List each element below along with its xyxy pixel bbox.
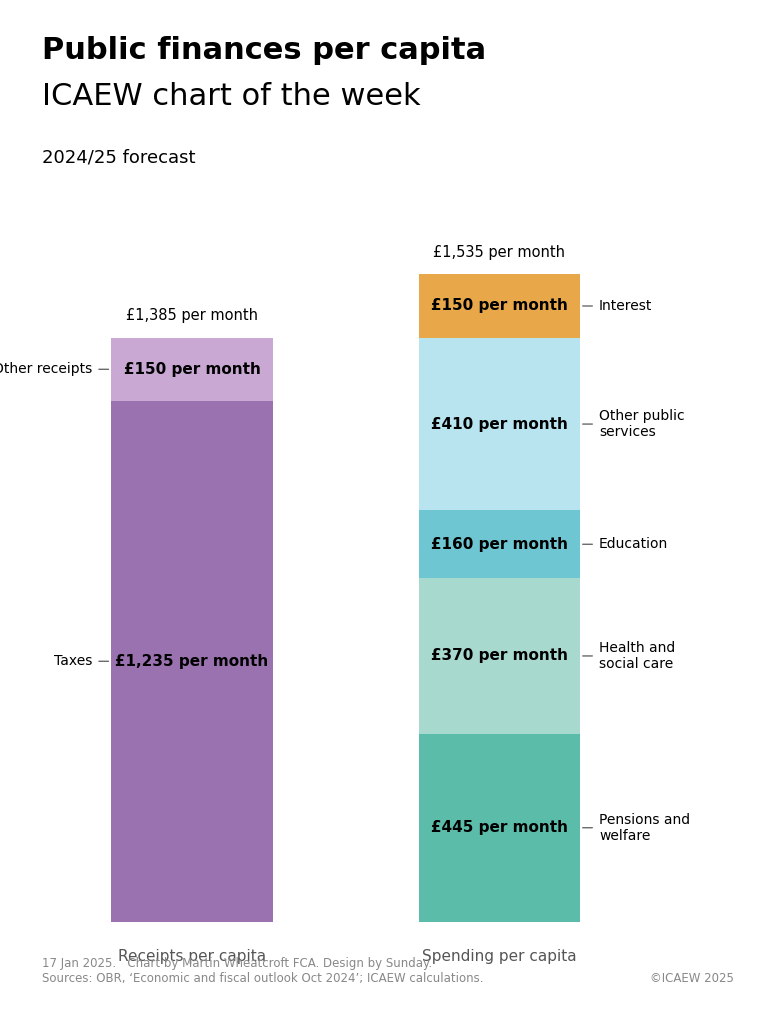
Bar xyxy=(419,511,580,578)
Text: Health and
social care: Health and social care xyxy=(599,641,675,671)
Bar xyxy=(419,274,580,338)
Text: £1,385 per month: £1,385 per month xyxy=(126,308,258,323)
Bar xyxy=(419,338,580,511)
Bar xyxy=(419,734,580,922)
Text: Public finances per capita: Public finances per capita xyxy=(42,36,486,65)
Text: £410 per month: £410 per month xyxy=(431,417,568,431)
Text: Spending per capita: Spending per capita xyxy=(422,949,577,964)
Text: Other public
services: Other public services xyxy=(599,409,684,439)
Text: Receipts per capita: Receipts per capita xyxy=(118,949,266,964)
Text: Interest: Interest xyxy=(599,299,652,313)
Text: £370 per month: £370 per month xyxy=(431,648,568,664)
Text: Pensions and
welfare: Pensions and welfare xyxy=(599,813,690,843)
Bar xyxy=(111,400,273,922)
Text: £1,235 per month: £1,235 per month xyxy=(115,653,269,669)
Text: ICAEW chart of the week: ICAEW chart of the week xyxy=(42,82,421,111)
Text: £445 per month: £445 per month xyxy=(431,820,568,836)
Text: 2024/25 forecast: 2024/25 forecast xyxy=(42,148,196,167)
Text: Education: Education xyxy=(599,538,668,551)
Bar xyxy=(111,338,273,400)
Text: £160 per month: £160 per month xyxy=(431,537,568,552)
Text: Taxes: Taxes xyxy=(54,654,92,669)
Text: £150 per month: £150 per month xyxy=(431,298,568,313)
Text: £1,535 per month: £1,535 per month xyxy=(433,245,565,260)
Text: £150 per month: £150 per month xyxy=(124,361,260,377)
Text: ©ICAEW 2025: ©ICAEW 2025 xyxy=(650,972,733,985)
Text: 17 Jan 2025.   Chart by Martin Wheatcroft FCA. Design by Sunday.
Sources: OBR, ‘: 17 Jan 2025. Chart by Martin Wheatcroft … xyxy=(42,957,484,985)
Text: Other receipts: Other receipts xyxy=(0,362,92,376)
Bar xyxy=(419,578,580,734)
